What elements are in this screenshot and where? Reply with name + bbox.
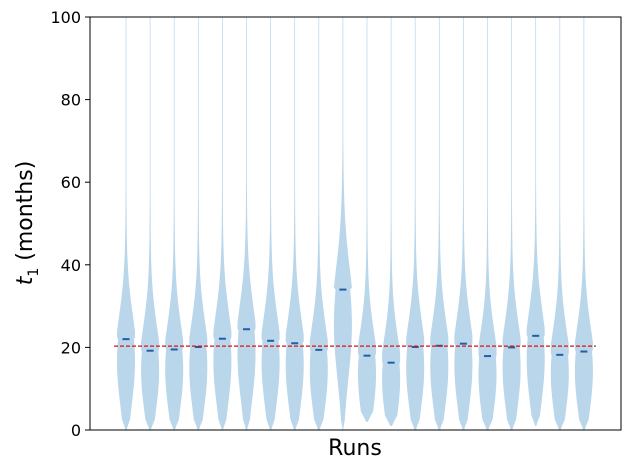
violins-layer: [117, 17, 593, 430]
violin-run-10: [333, 17, 352, 430]
violin-run-9: [309, 17, 328, 430]
y-axis-label: t1 (months): [13, 161, 42, 286]
y-tick-label: 40: [61, 256, 81, 275]
violin-run-12: [382, 17, 401, 426]
y-tick-label: 100: [50, 8, 81, 27]
violin-run-20: [574, 17, 593, 430]
violin-run-4: [189, 17, 208, 430]
x-axis-label: Runs: [328, 436, 382, 461]
violin-run-1: [117, 17, 135, 430]
violin-run-14: [430, 17, 449, 430]
violin-run-7: [261, 17, 280, 430]
y-axis-label-var: t: [13, 275, 38, 285]
y-tick-label: 0: [71, 421, 81, 440]
violin-run-3: [165, 17, 184, 430]
y-axis-label-unit: (months): [13, 161, 38, 268]
violin-run-2: [141, 17, 160, 430]
violin-run-5: [213, 17, 232, 430]
violin-run-19: [550, 17, 569, 430]
y-tick-label: 60: [61, 173, 81, 192]
violin-run-11: [358, 17, 376, 422]
y-axis-label-sub: 1: [26, 268, 42, 277]
violin-run-15: [454, 17, 473, 430]
y-tick-label: 80: [61, 91, 81, 110]
violin-run-6: [237, 17, 256, 430]
plot-frame: [89, 16, 622, 431]
violin-run-18: [526, 17, 545, 426]
y-axis: 0 20 40 60 80 100: [50, 8, 90, 440]
violin-run-8: [285, 17, 304, 430]
violin-run-13: [406, 17, 425, 430]
y-tick-label: 20: [61, 338, 81, 357]
violin-run-17: [502, 17, 521, 430]
violin-run-16: [478, 17, 497, 430]
